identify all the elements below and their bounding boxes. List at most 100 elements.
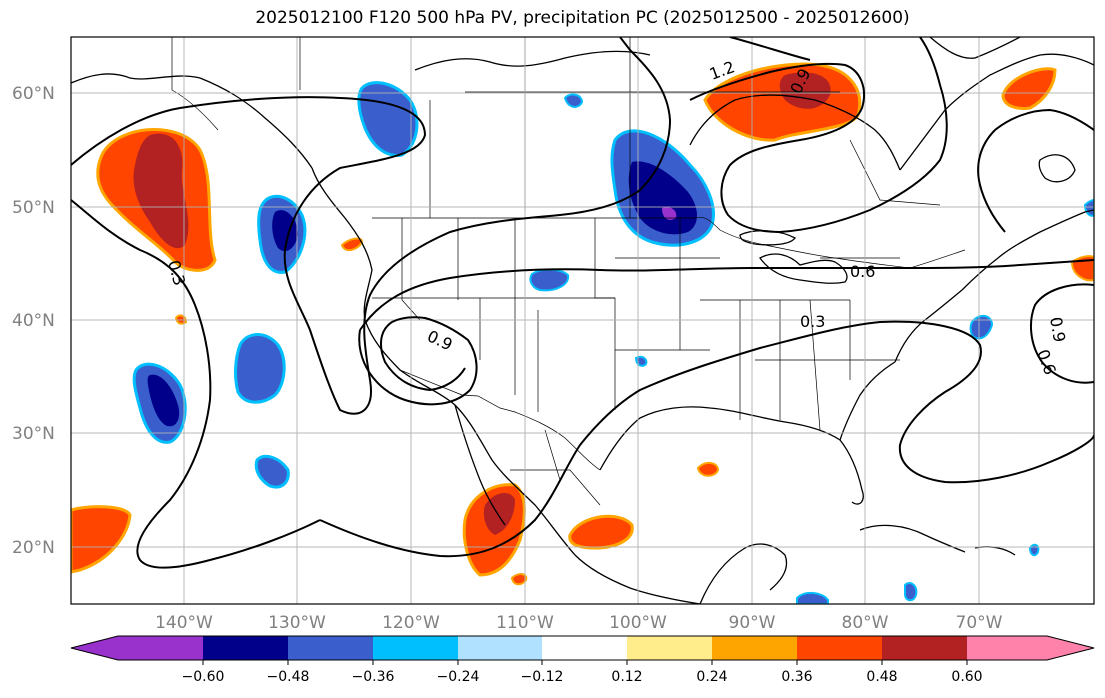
pv-contours <box>71 37 1094 569</box>
coastline-baja <box>454 404 506 526</box>
coastline-newfoundland <box>1038 154 1076 183</box>
coastline-cuba <box>859 524 966 553</box>
colorbar-label-7: 0.24 <box>696 669 727 685</box>
coastline-arctic <box>414 50 651 71</box>
coastline-pacific <box>311 167 701 604</box>
colorbar-label-8: 0.36 <box>781 669 812 685</box>
pv-contour-greenland <box>977 108 1094 233</box>
positive-area-hawaii <box>71 505 132 574</box>
positive-precip-areas <box>71 62 1094 586</box>
colorbar-segment-11 <box>967 636 1047 660</box>
negative-area-caribbean <box>796 592 829 604</box>
border-state-15 <box>809 299 821 431</box>
lon-label-140: 140°W <box>155 613 213 633</box>
map-panel: 1.2 0.9 0.3 0.9 0.6 0.3 0.9 0.6 <box>71 37 1094 604</box>
colorbar-outline <box>70 635 1095 661</box>
latitude-labels: 60°N 50°N 40°N 30°N 20°N <box>12 84 55 558</box>
border-mexico-2 <box>544 429 561 481</box>
positive-area-small-1 <box>510 573 528 586</box>
pv-contour-pacific-east <box>71 199 321 569</box>
lon-label-90: 90°W <box>729 613 776 633</box>
colorbar-extend-right <box>1047 636 1094 660</box>
longitude-labels: 140°W 130°W 120°W 110°W 100°W 90°W 80°W … <box>155 613 1003 633</box>
pv-contour-mexico <box>319 320 1094 558</box>
border-state-1 <box>401 218 421 321</box>
colorbar-label-5: −0.12 <box>521 669 564 685</box>
negative-area-pacific-low <box>254 454 290 489</box>
colorbar-label-9: 0.48 <box>866 669 897 685</box>
coastline-yucatan <box>699 543 788 604</box>
lat-label-30: 30°N <box>12 424 55 444</box>
colorbar-segment-2 <box>203 636 288 660</box>
colorbar-segment-8 <box>712 636 797 660</box>
colorbar-segment-9 <box>797 636 882 660</box>
coastline-labrador <box>899 53 1094 171</box>
negative-area-small-1 <box>904 582 918 602</box>
negative-area-small-3 <box>1028 543 1040 557</box>
coastline-florida <box>839 361 896 441</box>
colorbar-ticks <box>202 660 968 665</box>
pv-contour-central <box>359 259 1094 331</box>
pv-contour-hudson <box>689 37 948 234</box>
colorbar-segment-3 <box>288 636 373 660</box>
negative-core-canada-central <box>628 161 697 235</box>
lon-label-70: 70°W <box>956 613 1003 633</box>
pv-contour-south <box>358 316 478 406</box>
figure-title: 2025012100 F120 500 hPa PV, precipitatio… <box>255 8 910 28</box>
positive-core-pacific-nw <box>133 133 189 249</box>
colorbar-label-6: 0.12 <box>611 669 642 685</box>
colorbar-segment-4 <box>373 636 458 660</box>
lat-label-40: 40°N <box>12 311 55 331</box>
lon-label-110: 110°W <box>496 613 554 633</box>
positive-area-labrador <box>1001 67 1057 110</box>
colorbar: −0.60 −0.48 −0.36 −0.24 −0.12 0.12 0.24 … <box>70 635 1095 685</box>
negative-area-pacific-mid <box>234 333 286 404</box>
coastline-gulf-mexico <box>599 406 864 505</box>
negative-precip-areas <box>132 81 1094 604</box>
lon-label-80: 80°W <box>842 613 889 633</box>
positive-area-gulf <box>696 462 720 477</box>
pv-contour-east <box>1029 283 1094 384</box>
lon-label-120: 120°W <box>382 613 440 633</box>
negative-area-atlantic <box>969 314 994 340</box>
coastline-greenland <box>929 37 1021 59</box>
positive-core-hudson <box>779 72 831 109</box>
border-state-5 <box>594 218 616 410</box>
negative-area-small-2 <box>563 93 584 108</box>
colorbar-label-1: −0.60 <box>182 669 225 685</box>
colorbar-segment-5 <box>458 636 542 660</box>
colorbar-segment-6 <box>542 636 627 660</box>
lon-label-100: 100°W <box>609 613 667 633</box>
negative-core-pacific-south <box>147 374 180 427</box>
colorbar-segment-1 <box>118 636 203 660</box>
positive-area-mexico <box>568 514 634 550</box>
coastline-hudson-bay <box>689 94 901 171</box>
colorbar-segment-10 <box>882 636 967 660</box>
colorbar-label-10: 0.60 <box>951 669 982 685</box>
lon-label-130: 130°W <box>268 613 326 633</box>
contour-label-0-6: 0.6 <box>850 262 875 281</box>
map-frame <box>70 36 1095 605</box>
pv-contour-northeast <box>729 37 811 61</box>
lat-label-20: 20°N <box>12 538 55 558</box>
negative-area-small-4 <box>634 355 648 367</box>
colorbar-label-2: −0.48 <box>267 669 310 685</box>
gridlines <box>71 37 1094 604</box>
contour-label-0-3-central: 0.3 <box>800 312 825 331</box>
contour-label-0-9-east: 0.9 <box>1046 315 1069 343</box>
negative-core-pacific-coast <box>272 210 298 252</box>
border-mexico-1 <box>510 469 601 506</box>
border-canada-quebec <box>849 139 941 206</box>
colorbar-segment-7 <box>627 636 712 660</box>
negative-peak-canada-central <box>662 207 677 220</box>
coastlines <box>71 37 1094 604</box>
colorbar-label-3: −0.36 <box>352 669 395 685</box>
pv-contour-west <box>71 37 672 415</box>
colorbar-label-4: −0.24 <box>437 669 480 685</box>
positive-area-atlantic <box>1070 255 1094 282</box>
coastline-alaska <box>71 73 313 169</box>
colorbar-extend-left <box>71 636 118 660</box>
lat-label-60: 60°N <box>12 84 55 104</box>
coastline-great-lakes <box>759 253 848 284</box>
